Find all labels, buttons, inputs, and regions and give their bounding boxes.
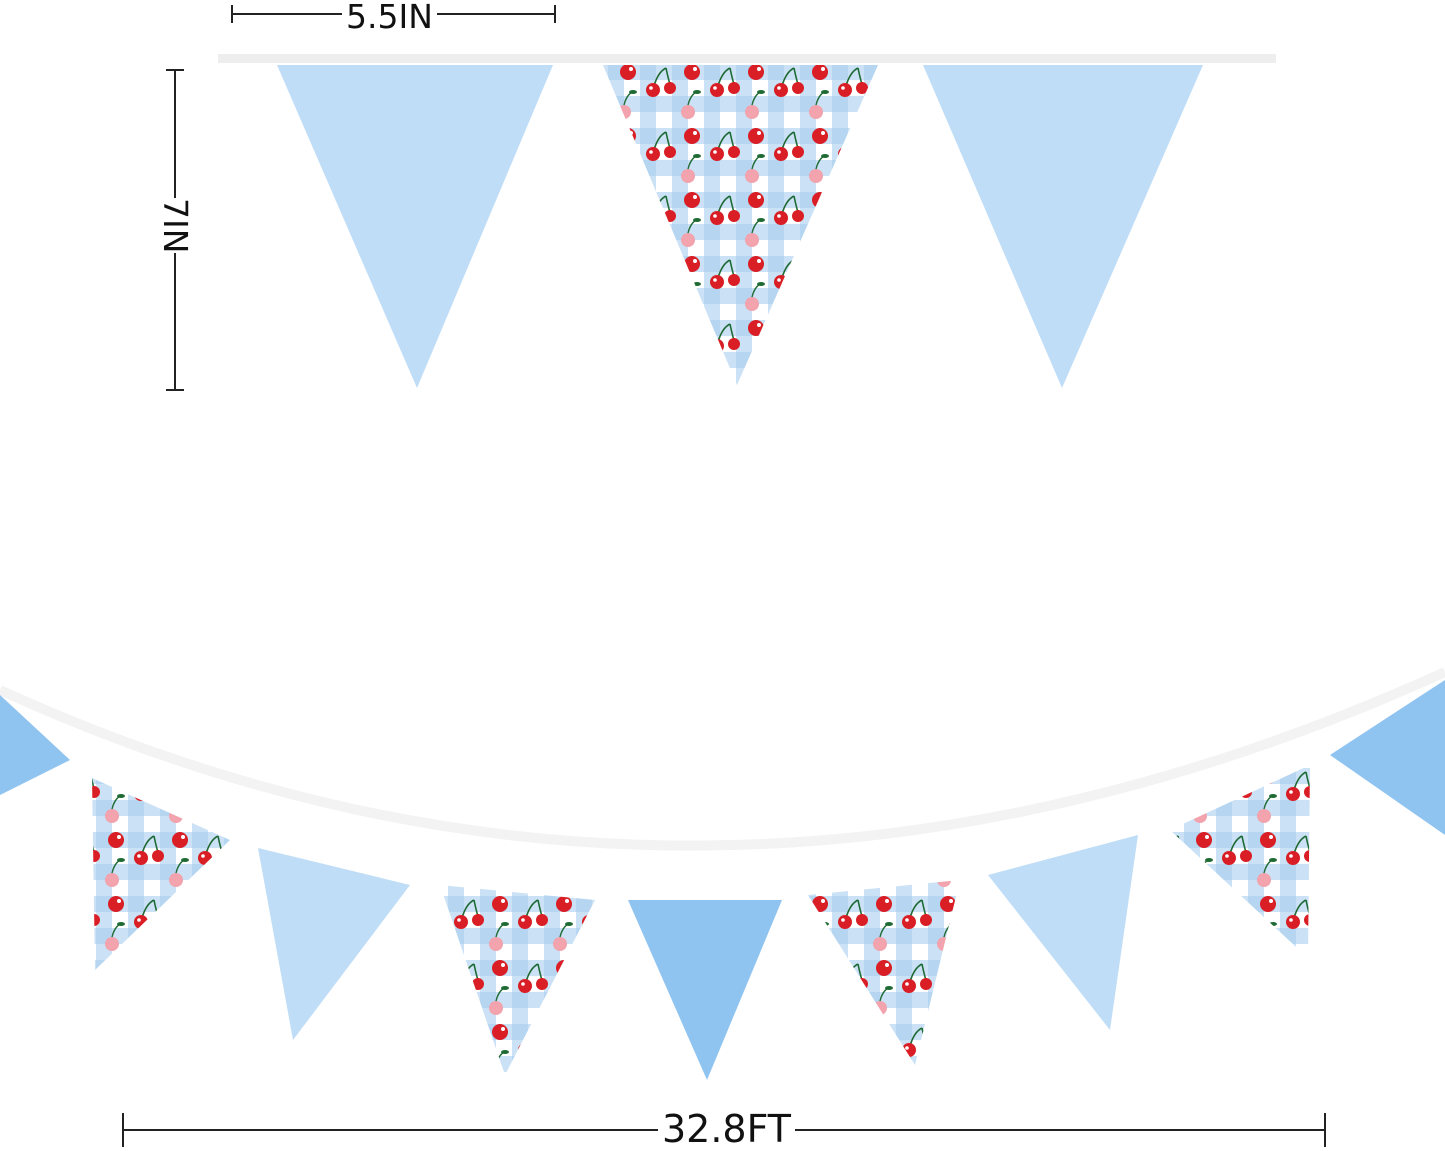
flag-plain (277, 65, 553, 388)
total-length-label: 32.8FT (658, 1110, 796, 1148)
flag-cherry (1170, 765, 1310, 958)
flag-plain (923, 65, 1203, 388)
bottom-string (0, 667, 1445, 851)
flag-plain (628, 900, 782, 1080)
flag-width-label: 5.5IN (342, 0, 437, 33)
flag-cherry (603, 65, 878, 385)
flag-cherry (808, 880, 960, 1065)
flag-plain (1330, 680, 1445, 835)
flag-cherry (92, 778, 230, 970)
flag-cherry (440, 885, 595, 1075)
flag-plain (258, 848, 410, 1040)
flag-plain (988, 835, 1138, 1030)
top-string (218, 54, 1276, 63)
flag-height-label: 7IN (156, 198, 195, 254)
flag-plain (0, 695, 70, 795)
